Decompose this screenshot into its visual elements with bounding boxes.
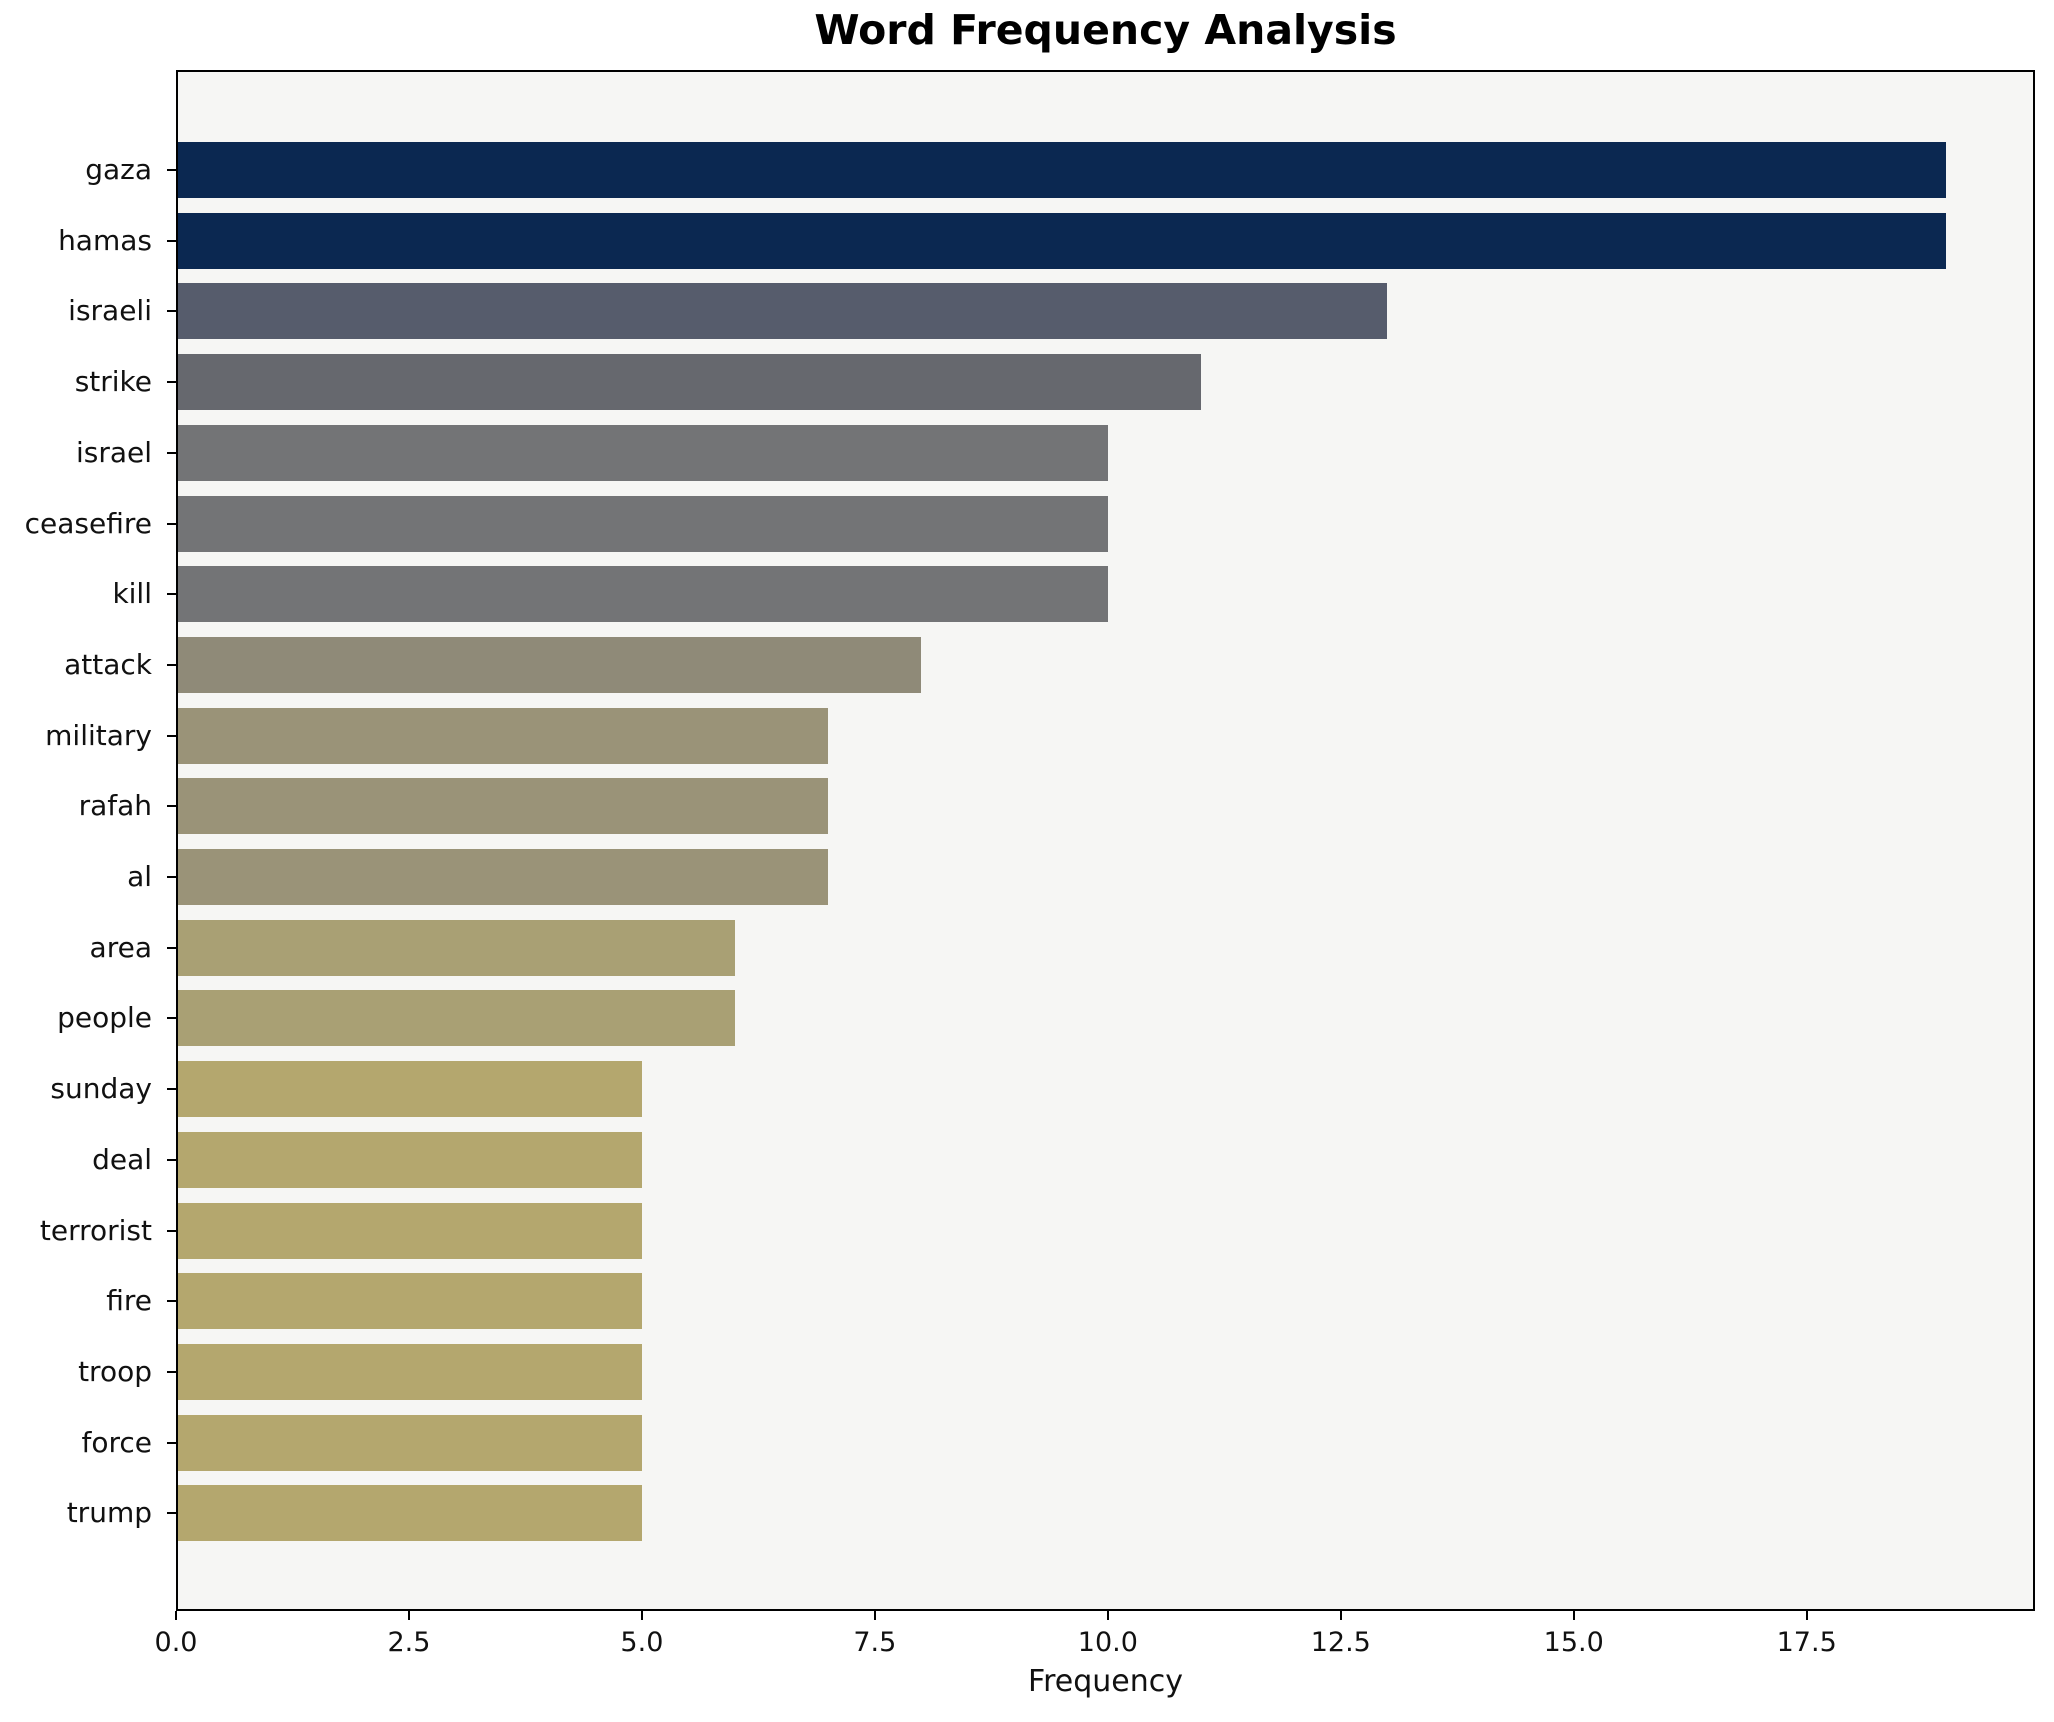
x-tick-mark-0.0 bbox=[175, 1611, 177, 1620]
plot-area bbox=[176, 70, 2035, 1611]
y-tick-mark-fire bbox=[167, 1300, 176, 1303]
bar-area bbox=[176, 919, 736, 976]
y-tick-label-israel: israel bbox=[75, 435, 152, 469]
y-tick-mark-al bbox=[167, 876, 176, 878]
y-tick-label-sunday: sunday bbox=[50, 1071, 152, 1105]
bar-fire bbox=[176, 1273, 642, 1330]
bar-sunday bbox=[176, 1061, 642, 1118]
chart-title: Word Frequency Analysis bbox=[814, 6, 1397, 54]
y-tick-label-gaza: gaza bbox=[85, 152, 152, 186]
bar-hamas bbox=[176, 212, 1947, 269]
y-tick-mark-rafah bbox=[167, 805, 176, 808]
y-tick-mark-terrorist bbox=[167, 1229, 176, 1232]
bar-ceasefire bbox=[176, 495, 1108, 552]
x-tick-mark-17.5 bbox=[1805, 1611, 1808, 1620]
y-tick-mark-ceasefire bbox=[167, 522, 176, 525]
y-tick-label-kill: kill bbox=[112, 577, 152, 611]
y-tick-label-al: al bbox=[127, 859, 152, 893]
y-tick-label-ceasefire: ceasefire bbox=[24, 506, 152, 540]
y-tick-mark-attack bbox=[167, 663, 176, 666]
y-tick-label-troop: troop bbox=[78, 1354, 152, 1388]
bar-deal bbox=[176, 1131, 642, 1188]
bar-israeli bbox=[176, 283, 1388, 340]
y-tick-label-fire: fire bbox=[106, 1284, 152, 1318]
x-tick-label-17.5: 17.5 bbox=[1776, 1627, 1837, 1658]
y-axis: gaza hamas israeli strike israel ceasefire kil… bbox=[0, 70, 176, 1611]
y-tick-mark-israeli bbox=[167, 310, 176, 313]
y-tick-label-deal: deal bbox=[92, 1142, 152, 1176]
x-tick-mark-15.0 bbox=[1572, 1611, 1575, 1620]
bar-kill bbox=[176, 566, 1108, 623]
x-tick-mark-10.0 bbox=[1106, 1611, 1109, 1620]
y-tick-label-hamas: hamas bbox=[58, 223, 152, 257]
x-tick-mark-7.5 bbox=[873, 1611, 876, 1620]
bar-terrorist bbox=[176, 1202, 642, 1259]
x-axis: 0.0 2.5 5.0 7.5 10.0 12.5 15.0 17.5 bbox=[155, 1611, 2035, 1681]
y-tick-label-area: area bbox=[89, 930, 152, 964]
y-tick-mark-deal bbox=[167, 1158, 176, 1161]
y-tick-label-attack: attack bbox=[64, 647, 152, 681]
x-tick-label-15.0: 15.0 bbox=[1543, 1627, 1604, 1658]
bar-al bbox=[176, 849, 829, 905]
y-tick-label-terrorist: terrorist bbox=[39, 1213, 152, 1247]
bar-force bbox=[176, 1414, 642, 1471]
y-tick-mark-kill bbox=[167, 593, 176, 596]
y-tick-label-trump: trump bbox=[66, 1496, 152, 1530]
y-tick-label-people: people bbox=[57, 1001, 152, 1035]
y-tick-mark-people bbox=[167, 1017, 176, 1020]
bar-trump bbox=[176, 1485, 642, 1542]
bar-troop bbox=[176, 1343, 642, 1400]
y-tick-mark-hamas bbox=[167, 239, 176, 242]
bar-strike bbox=[176, 354, 1201, 411]
x-tick-mark-12.5 bbox=[1339, 1611, 1342, 1620]
bar-israel bbox=[176, 424, 1108, 481]
y-tick-label-rafah: rafah bbox=[78, 789, 152, 823]
y-tick-label-strike: strike bbox=[74, 364, 152, 398]
y-tick-mark-israel bbox=[167, 451, 176, 454]
y-tick-mark-strike bbox=[167, 381, 176, 384]
x-tick-label-0.0: 0.0 bbox=[154, 1627, 198, 1658]
x-tick-label-10.0: 10.0 bbox=[1077, 1627, 1138, 1658]
x-tick-label-2.5: 2.5 bbox=[387, 1627, 431, 1658]
y-tick-mark-trump bbox=[167, 1512, 176, 1515]
y-tick-mark-troop bbox=[167, 1370, 176, 1373]
bar-rafah bbox=[176, 778, 829, 835]
x-tick-label-12.5: 12.5 bbox=[1310, 1627, 1371, 1658]
x-tick-label-7.5: 7.5 bbox=[853, 1627, 897, 1658]
x-tick-mark-2.5 bbox=[407, 1611, 410, 1620]
y-tick-mark-gaza bbox=[167, 169, 176, 171]
y-tick-mark-area bbox=[167, 946, 176, 949]
y-tick-mark-force bbox=[167, 1441, 176, 1444]
x-tick-label-5.0: 5.0 bbox=[620, 1627, 664, 1658]
y-tick-label-military: military bbox=[45, 718, 152, 752]
bar-people bbox=[176, 990, 736, 1047]
y-tick-label-israeli: israeli bbox=[68, 294, 152, 328]
bar-gaza bbox=[176, 142, 1947, 198]
bar-attack bbox=[176, 636, 922, 693]
x-tick-mark-5.0 bbox=[640, 1611, 643, 1620]
bar-military bbox=[176, 707, 829, 764]
x-axis-title: Frequency bbox=[1028, 1664, 1183, 1699]
y-tick-mark-military bbox=[167, 734, 176, 737]
y-tick-mark-sunday bbox=[167, 1088, 176, 1091]
y-tick-label-force: force bbox=[81, 1425, 152, 1459]
